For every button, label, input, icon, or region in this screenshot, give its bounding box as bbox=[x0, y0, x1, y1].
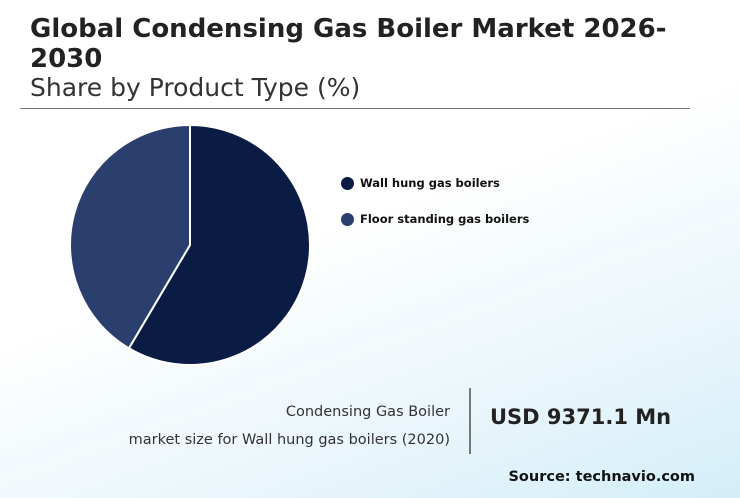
stat-divider bbox=[469, 388, 471, 454]
pie-slice-wall-hung-gas-boilers bbox=[127, 123, 311, 366]
legend-item-wall-hung: Wall hung gas boilers bbox=[341, 174, 529, 192]
legend-label-wall-hung: Wall hung gas boilers bbox=[360, 176, 500, 190]
caption-line-1: Condensing Gas Boiler bbox=[285, 404, 450, 420]
legend-swatch-wall-hung bbox=[341, 176, 354, 190]
chart-title: Global Condensing Gas Boiler Market 2026… bbox=[30, 14, 667, 74]
pie-slice-floor-standing-gas-boilers bbox=[69, 123, 191, 350]
chart-subtitle: Share by Product Type (%) bbox=[30, 73, 361, 102]
legend-label-floor-standing: Floor standing gas boilers bbox=[360, 212, 530, 226]
title-divider bbox=[20, 108, 690, 109]
legend-swatch-floor-standing bbox=[341, 212, 354, 226]
market-size-value: USD 9371.1 Mn bbox=[490, 405, 672, 429]
source-credit: Source: technavio.com bbox=[508, 469, 695, 485]
legend-item-floor-standing: Floor standing gas boilers bbox=[341, 210, 529, 228]
caption-line-2: market size for Wall hung gas boilers (2… bbox=[128, 432, 450, 448]
chart-legend: Wall hung gas boilers Floor standing gas… bbox=[341, 174, 529, 246]
market-size-caption: Condensing Gas Boiler market size for Wa… bbox=[129, 398, 450, 454]
